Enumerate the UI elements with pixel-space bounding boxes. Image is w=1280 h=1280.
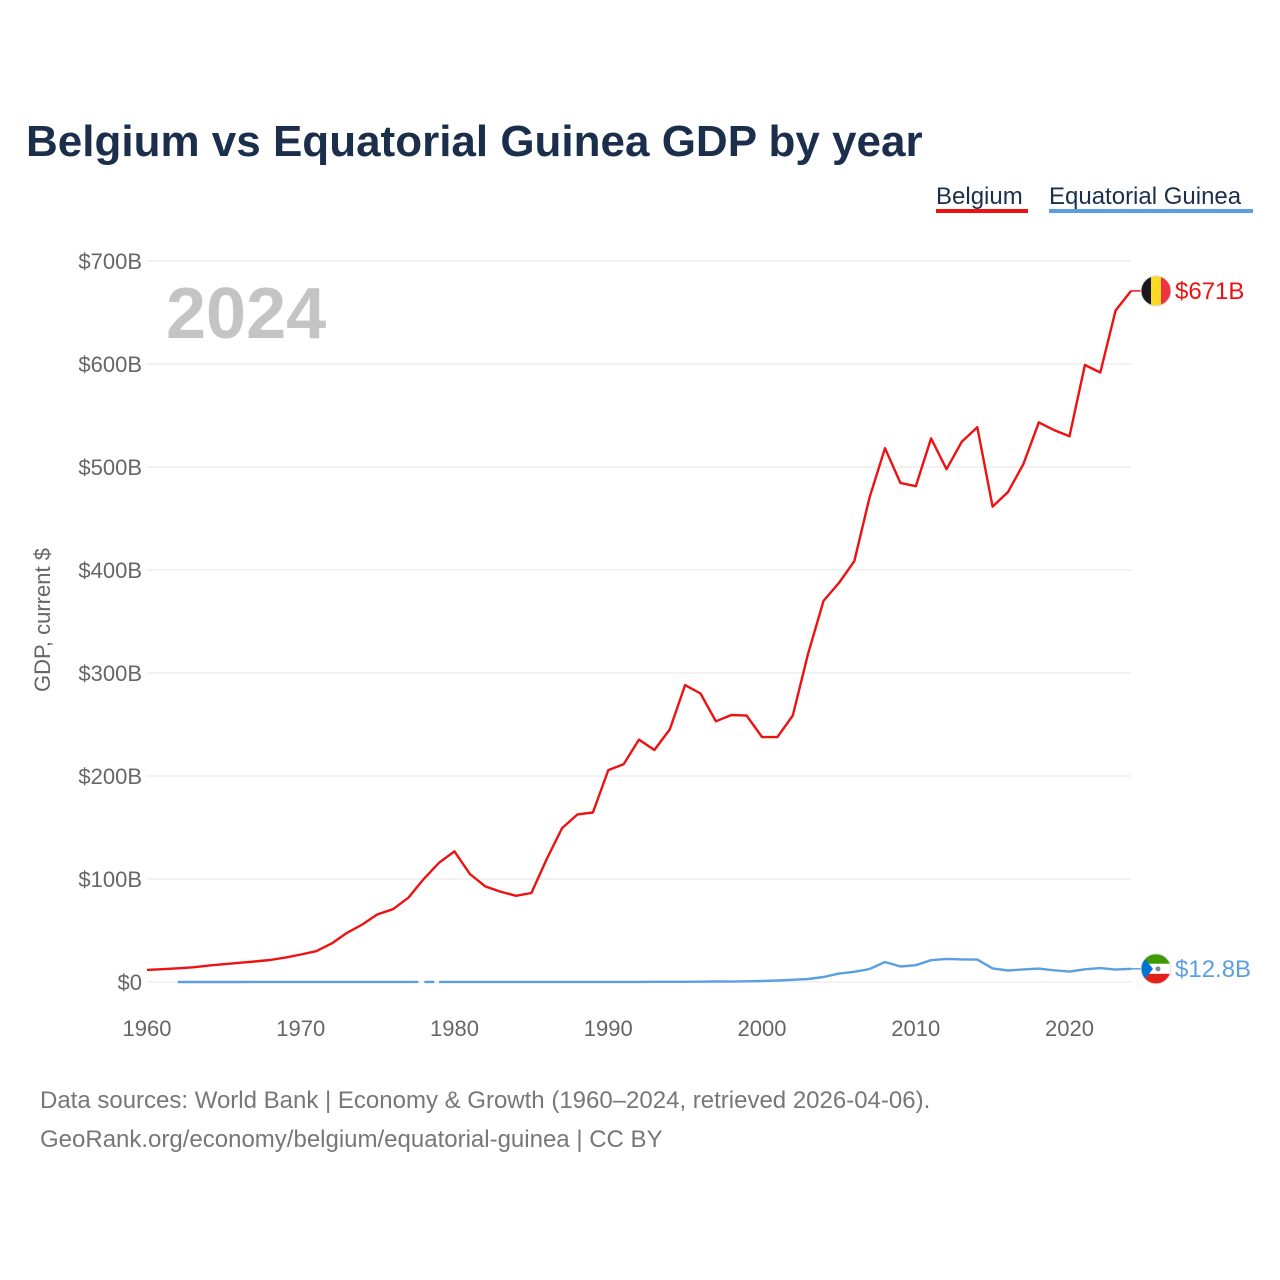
end-value-label: $12.8B	[1175, 956, 1251, 983]
end-labels: $671B $12.8B	[1131, 275, 1251, 985]
series-line-equatorial-guinea	[439, 957, 1132, 984]
equatorial-guinea-flag-icon	[1141, 953, 1171, 984]
y-tick-label: $400B	[78, 558, 142, 583]
y-tick-label: $500B	[78, 455, 142, 480]
current-year-label: 2024	[166, 274, 326, 354]
x-tick-label: 1990	[584, 1016, 633, 1041]
series-line-belgium	[146, 290, 1132, 972]
y-tick-label: $0	[118, 970, 142, 995]
y-axis-ticks: $0 $100B $200B $300B $400B $500B $600B $700B	[78, 249, 142, 995]
series-lines	[146, 290, 1132, 984]
source-line-1: Data sources: World Bank | Economy & Gro…	[40, 1087, 930, 1114]
y-axis-label: GDP, current $	[30, 548, 55, 692]
end-value-label: $671B	[1175, 278, 1244, 305]
x-tick-label: 1960	[123, 1016, 172, 1041]
legend-item-equatorial-guinea[interactable]: Equatorial Guinea	[1049, 183, 1242, 210]
x-tick-label: 1970	[276, 1016, 325, 1041]
x-tick-label: 2000	[738, 1016, 787, 1041]
source-line-2: GeoRank.org/economy/belgium/equatorial-g…	[40, 1126, 663, 1153]
chart-title: Belgium vs Equatorial Guinea GDP by year	[26, 117, 923, 166]
legend-swatch	[936, 209, 1028, 213]
x-tick-label: 2010	[891, 1016, 940, 1041]
x-tick-label: 2020	[1045, 1016, 1094, 1041]
x-axis-ticks: 1960 1970 1980 1990 2000 2010 2020	[123, 1016, 1094, 1041]
y-tick-label: $100B	[78, 867, 142, 892]
y-tick-label: $300B	[78, 661, 142, 686]
legend-item-belgium[interactable]: Belgium	[936, 183, 1023, 210]
gridlines	[147, 260, 1131, 983]
legend-swatch	[1049, 209, 1253, 213]
x-tick-label: 1980	[430, 1016, 479, 1041]
y-tick-label: $200B	[78, 764, 142, 789]
y-tick-label: $600B	[78, 352, 142, 377]
y-tick-label: $700B	[78, 249, 142, 274]
legend: Belgium Equatorial Guinea	[936, 183, 1253, 213]
belgium-flag-icon	[1141, 275, 1171, 306]
